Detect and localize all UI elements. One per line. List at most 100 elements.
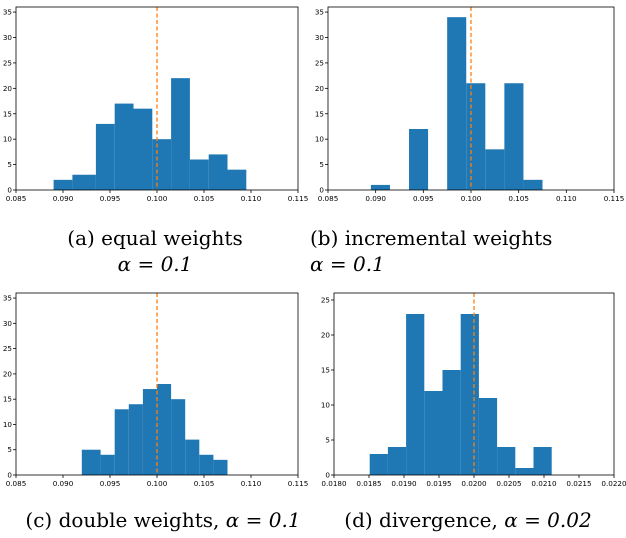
histogram-bar [53, 179, 73, 190]
histogram-bar [370, 184, 390, 190]
y-tick-label: 35 [3, 294, 12, 303]
y-tick-label: 5 [325, 436, 330, 445]
caption-d-text: (d) divergence, [344, 508, 498, 532]
histogram-bar [185, 439, 200, 475]
caption-c: (c) double weights, α = 0.1 [18, 508, 308, 532]
histogram-bar [152, 139, 172, 190]
y-tick-label: 25 [3, 58, 12, 67]
histogram-bar [227, 169, 247, 190]
x-tick-label: 0.110 [241, 479, 262, 488]
histogram-bar [208, 154, 228, 190]
x-tick-label: 0.0180 [321, 479, 347, 488]
x-tick-label: 0.095 [100, 194, 121, 203]
x-tick-label: 0.090 [53, 194, 74, 203]
histogram-bar [515, 468, 534, 475]
histogram-bar [447, 17, 467, 190]
histogram-bar [114, 409, 129, 475]
histogram-bar [523, 179, 543, 190]
x-tick-label: 0.100 [461, 194, 482, 203]
bars [53, 78, 247, 190]
x-tick-label: 0.0190 [391, 479, 417, 488]
x-tick-label: 0.090 [365, 194, 386, 203]
histogram-bar [485, 149, 505, 190]
x-tick-label: 0.115 [288, 194, 309, 203]
x-tick-label: 0.105 [508, 194, 529, 203]
histogram-bar [171, 399, 186, 475]
histogram-bar [369, 454, 388, 475]
x-tick-label: 0.105 [194, 479, 215, 488]
histogram-bar [213, 459, 228, 475]
caption-a: (a) equal weights α = 0.1 [30, 226, 280, 276]
y-tick-label: 15 [321, 366, 330, 375]
histogram-bar [142, 389, 157, 475]
histogram-bar [442, 370, 461, 475]
histogram-c: 0.085 0.090 0.095 0.100 0.105 0.110 0.115 0 5 10 1… [3, 292, 309, 488]
histogram-a: 0.085 0.090 0.095 0.100 0.105 0.110 0.115 0 5 10 1… [3, 6, 309, 203]
histogram-bar [497, 447, 516, 475]
histogram-bar [504, 83, 524, 190]
bars [81, 384, 228, 475]
y-tick-label: 0 [319, 186, 324, 195]
y-tick-label: 30 [3, 33, 13, 42]
histogram-bar [409, 129, 429, 190]
y-tick-label: 25 [3, 344, 12, 353]
x-tick-label: 0.085 [318, 194, 339, 203]
y-tick-label: 35 [3, 8, 12, 17]
y-tick-label: 5 [7, 445, 12, 454]
x-tick-label: 0.0210 [531, 479, 557, 488]
x-tick-label: 0.0185 [356, 479, 381, 488]
caption-c-text: (c) double weights, [25, 508, 220, 532]
x-tick-label: 0.095 [100, 479, 121, 488]
x-tick-label: 0.0195 [426, 479, 451, 488]
histogram-bar [406, 314, 425, 475]
x-tick-label: 0.105 [194, 194, 215, 203]
y-tick-label: 20 [321, 331, 331, 340]
x-tick-label: 0.110 [556, 194, 577, 203]
x-tick-label: 0.100 [147, 194, 168, 203]
x-tick-label: 0.100 [147, 479, 168, 488]
x-tick-label: 0.095 [413, 194, 434, 203]
x-tick-label: 0.085 [6, 479, 27, 488]
y-tick-label: 10 [321, 401, 331, 410]
y-tick-label: 30 [3, 319, 13, 328]
y-tick-label: 0 [7, 471, 12, 480]
histogram-bar [128, 404, 143, 475]
y-tick-label: 20 [3, 369, 13, 378]
caption-d-alpha: α = 0.02 [504, 508, 592, 532]
y-tick-label: 10 [3, 135, 13, 144]
histogram-bar [95, 123, 115, 190]
x-tick-label: 0.0205 [496, 479, 521, 488]
y-tick-label: 20 [315, 84, 325, 93]
histogram-bar [199, 454, 214, 475]
histogram-bar [133, 108, 153, 190]
histogram-bar [114, 103, 134, 190]
histogram-bar [81, 449, 101, 475]
histogram-bar [100, 454, 115, 475]
histogram-bar [171, 78, 190, 190]
caption-b-alpha: α = 0.1 [310, 252, 385, 276]
y-tick-label: 5 [319, 160, 324, 169]
x-tick-label: 0.115 [604, 194, 625, 203]
y-tick-label: 20 [3, 84, 13, 93]
y-tick-label: 10 [315, 135, 325, 144]
histogram-bar [424, 391, 443, 475]
bars [370, 17, 543, 190]
y-tick-label: 0 [325, 471, 330, 480]
x-tick-label: 0.090 [53, 479, 74, 488]
y-tick-label: 25 [321, 296, 330, 305]
x-tick-label: 0.110 [241, 194, 262, 203]
caption-a-text: (a) equal weights [67, 226, 243, 250]
histogram-bar [189, 159, 209, 190]
histogram-bar [478, 398, 498, 475]
y-tick-label: 15 [3, 395, 12, 404]
x-tick-label: 0.0200 [461, 479, 487, 488]
histogram-d: 0.0180 0.0185 0.0190 0.0195 0.0200 0.0205 0.02… [321, 292, 626, 488]
y-tick-label: 0 [7, 186, 12, 195]
caption-b: (b) incremental weights α = 0.1 [310, 226, 560, 276]
histogram-b: 0.085 0.090 0.095 0.100 0.105 0.110 0.115 0 5 10 1… [315, 6, 625, 203]
y-tick-label: 30 [315, 33, 325, 42]
x-tick-label: 0.115 [288, 479, 309, 488]
y-tick-label: 10 [3, 420, 13, 429]
x-tick-label: 0.0215 [566, 479, 591, 488]
histogram-bar [72, 174, 96, 190]
